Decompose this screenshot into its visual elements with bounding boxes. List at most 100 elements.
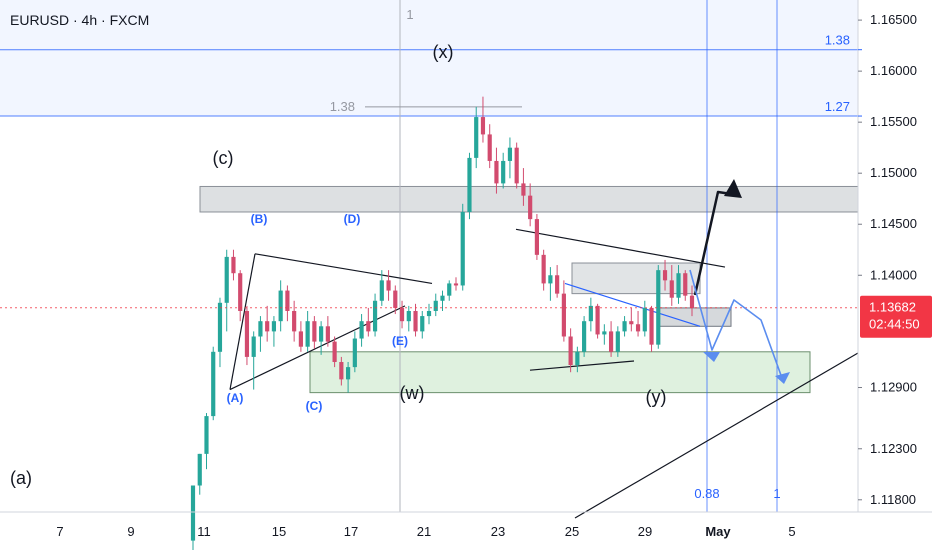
- candle-body-1: [197, 453, 202, 486]
- candle-body-6: [231, 256, 236, 274]
- bullish-arrow-head: [724, 179, 742, 198]
- candle-body-8: [244, 310, 250, 357]
- candle-body-27: [372, 300, 378, 332]
- candle-body-0: [190, 485, 196, 541]
- x-tick-label-3: 15: [272, 524, 286, 539]
- wave-label-a: (a): [10, 468, 32, 488]
- candle-body-10: [258, 321, 263, 337]
- x-tick-label-4: 17: [344, 524, 358, 539]
- y-tick-label-6: 1.12900: [870, 380, 917, 395]
- trend-line-5: [574, 352, 859, 519]
- candle-body-56: [568, 336, 573, 366]
- candle-body-9: [251, 336, 256, 357]
- candle-body-35: [426, 310, 432, 317]
- price-axis-bg: [858, 0, 932, 550]
- current-price-tag: [860, 295, 932, 338]
- candle-body-72: [676, 273, 681, 298]
- candle-body-34: [420, 316, 425, 332]
- candle-body-39: [453, 283, 459, 286]
- x-tick-label-9: May: [705, 524, 731, 539]
- candle-body-17: [305, 321, 310, 347]
- candle-body-55: [561, 293, 566, 337]
- x-tick-label-7: 25: [565, 524, 579, 539]
- candle-body-74: [689, 295, 695, 308]
- candle-body-44: [487, 134, 492, 161]
- candle-body-19: [319, 326, 324, 342]
- candle-body-73: [683, 273, 688, 296]
- y-tick-label-4: 1.14500: [870, 216, 917, 231]
- candle-body-11: [265, 321, 270, 332]
- candle-body-28: [379, 280, 384, 301]
- fib-label-1: 1.27: [825, 99, 850, 114]
- current-price-timer: 02:44:50: [869, 317, 920, 332]
- wave-label-w: (w): [400, 383, 425, 403]
- candle-body-67: [642, 307, 647, 332]
- x-tick-label-10: 5: [788, 524, 795, 539]
- y-tick-label-5: 1.14000: [870, 267, 917, 282]
- candle-body-48: [514, 147, 519, 184]
- candle-body-42: [474, 117, 479, 158]
- x-tick-label-6: 23: [491, 524, 505, 539]
- candle-body-51: [534, 219, 539, 255]
- bearish-arrow-head-2: [775, 372, 790, 384]
- candle-body-47: [507, 147, 513, 161]
- candle-body-3: [211, 351, 216, 417]
- fib-zone-shade: [0, 0, 858, 117]
- vertical-marker-label: 1: [406, 7, 413, 22]
- candle-body-40: [460, 211, 465, 286]
- candle-body-25: [359, 321, 364, 339]
- wave-label-C: (C): [306, 399, 323, 413]
- candle-body-63: [615, 331, 620, 352]
- candle-body-68: [649, 307, 654, 345]
- candle-body-71: [669, 280, 674, 298]
- candle-body-57: [575, 351, 580, 366]
- candle-body-54: [555, 275, 560, 294]
- candle-body-22: [339, 362, 344, 380]
- candle-body-15: [292, 310, 297, 332]
- y-tick-label-0: 1.16500: [870, 12, 917, 27]
- candle-body-13: [278, 290, 283, 322]
- candle-body-45: [494, 160, 499, 184]
- candle-body-2: [204, 416, 209, 454]
- candle-body-7: [238, 273, 243, 311]
- candle-body-32: [406, 310, 411, 322]
- y-tick-label-8: 1.11800: [870, 492, 916, 507]
- candle-body-50: [528, 195, 533, 220]
- candle-body-30: [393, 290, 398, 308]
- candle-body-58: [582, 321, 587, 352]
- candle-body-20: [325, 326, 330, 342]
- candle-body-64: [622, 321, 627, 332]
- candle-body-36: [433, 300, 438, 311]
- candle-body-37: [440, 295, 445, 301]
- candle-body-12: [271, 321, 277, 332]
- wave-label-D: (D): [344, 212, 361, 226]
- candle-body-26: [366, 321, 371, 332]
- candle-body-5: [224, 256, 229, 303]
- wave-label-x: (x): [433, 42, 454, 62]
- fib-vlabel-1: 1: [773, 486, 780, 501]
- candle-body-66: [635, 324, 641, 332]
- candle-body-65: [629, 321, 634, 325]
- candle-body-16: [298, 331, 303, 347]
- wave-label-y: (y): [646, 387, 667, 407]
- trend-line-1: [254, 253, 433, 285]
- candle-body-38: [447, 283, 452, 296]
- candle-body-60: [595, 305, 600, 335]
- candle-body-43: [480, 117, 486, 135]
- candle-body-59: [588, 305, 593, 322]
- candle-body-49: [521, 183, 526, 196]
- candle-body-70: [662, 270, 668, 281]
- fib-vlabel-0: 0.88: [694, 486, 719, 501]
- candle-body-21: [332, 341, 337, 363]
- chart-title: EURUSD · 4h · FXCM: [10, 12, 150, 28]
- trend-line-4: [529, 360, 635, 371]
- y-tick-label-2: 1.15500: [870, 114, 917, 129]
- candle-body-4: [217, 302, 223, 352]
- wave-label-E: (E): [392, 334, 408, 348]
- candle-body-29: [386, 280, 391, 291]
- candle-body-23: [346, 367, 351, 380]
- candle-body-41: [467, 157, 472, 212]
- y-tick-label-7: 1.12300: [870, 441, 917, 456]
- x-tick-label-8: 29: [638, 524, 652, 539]
